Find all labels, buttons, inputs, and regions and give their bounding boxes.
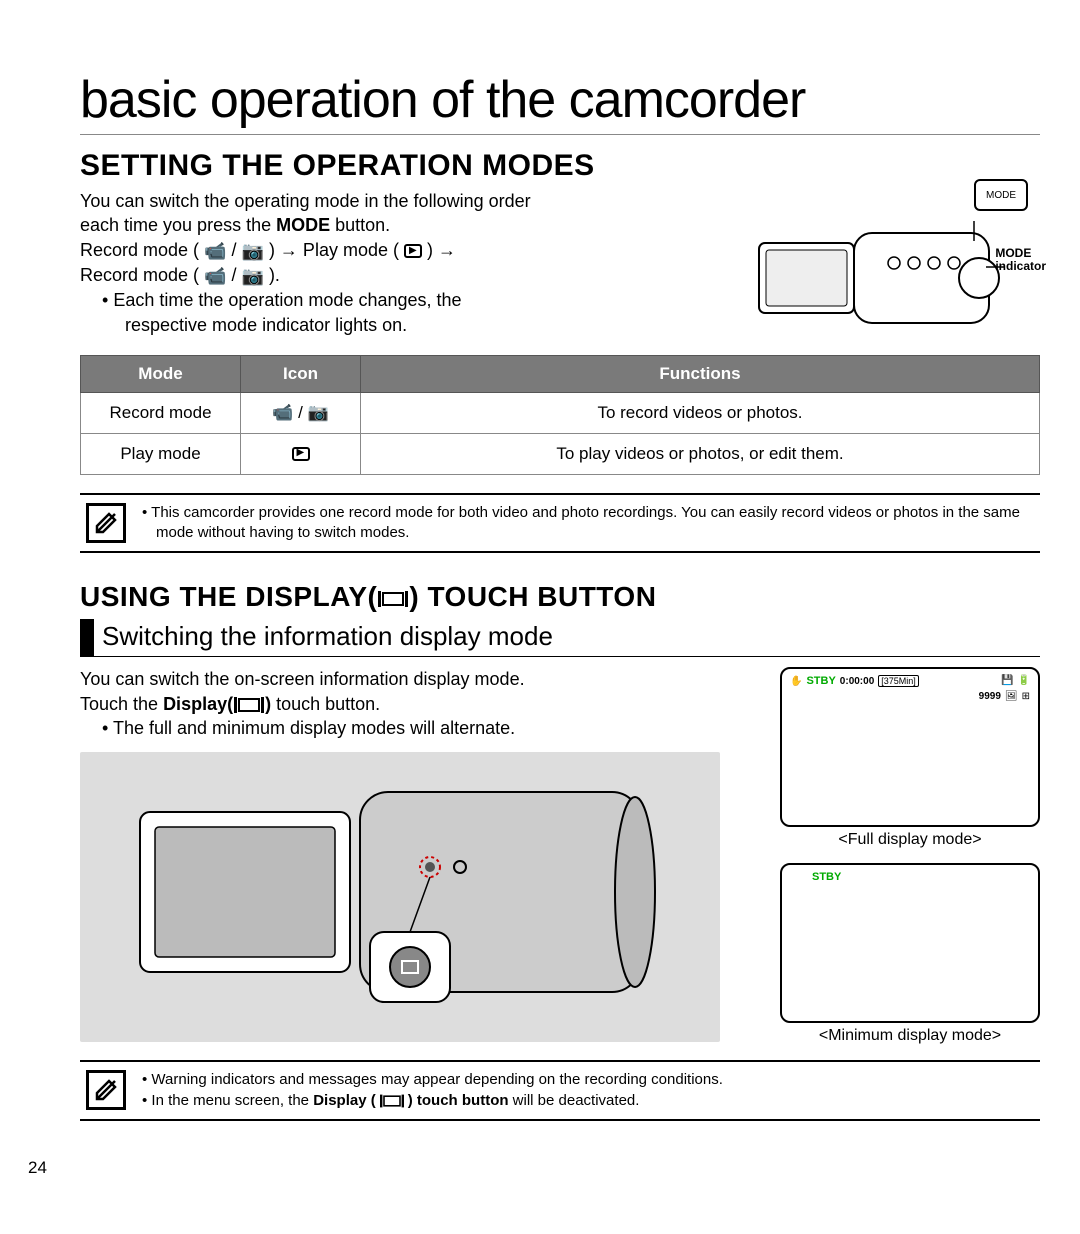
- mode-bold: MODE: [276, 215, 330, 235]
- screen-previews: ✋ STBY 0:00:00 [375Min] 💾 🔋 9999 🖼 ⊞: [780, 667, 1040, 1059]
- page-number: 24: [28, 1158, 47, 1178]
- bullet1a: Each time the operation mode changes, th…: [113, 290, 461, 310]
- play-icon: [404, 244, 422, 258]
- bullet1b: respective mode indicator lights on.: [125, 315, 407, 335]
- modes-table: Mode Icon Functions Record mode 📹 / 📷 To…: [80, 355, 1040, 475]
- note-icon: [86, 1070, 126, 1110]
- video-icon: 📹: [272, 403, 293, 422]
- section-operation-modes: SETTING THE OPERATION MODES You can swit…: [80, 149, 1040, 553]
- camcorder-illustration-2: [80, 752, 720, 1042]
- display-icon: [233, 697, 265, 713]
- video-icon: 📹: [204, 264, 226, 288]
- note-box: This camcorder provides one record mode …: [80, 493, 1040, 554]
- battery-icon: 🔋: [1018, 675, 1030, 686]
- table-row: Play mode To play videos or photos, or e…: [81, 433, 1040, 474]
- screen-min: STBY: [780, 863, 1040, 1023]
- section2-body: You can switch the on-screen information…: [80, 667, 720, 716]
- play-icon: [292, 447, 310, 461]
- cell-mode: Record mode: [81, 392, 241, 433]
- bullet-mode-change: Each time the operation mode changes, th…: [80, 288, 700, 337]
- seq1c: ) →: [427, 240, 456, 260]
- s2-l2b: touch button.: [271, 694, 380, 714]
- s2-l2bold: Display(: [163, 694, 233, 714]
- col-functions: Functions: [361, 355, 1040, 392]
- n2b2bold: Display (: [313, 1092, 376, 1109]
- s2-line1: You can switch the on-screen information…: [80, 669, 525, 689]
- screen-full-caption: <Full display mode>: [780, 831, 1040, 849]
- photo-icon: 📷: [242, 239, 264, 263]
- stby-label: STBY: [812, 871, 841, 883]
- second-row-icons: 9999 🖼 ⊞: [979, 691, 1030, 702]
- camcorder-drawing: [754, 213, 1004, 343]
- table-row: Record mode 📹 / 📷 To record videos or ph…: [81, 392, 1040, 433]
- screen-full: ✋ STBY 0:00:00 [375Min] 💾 🔋 9999 🖼 ⊞: [780, 667, 1040, 827]
- subheading-bar: [80, 619, 94, 656]
- seq2a: Record mode (: [80, 265, 204, 285]
- card-icon: 💾: [1001, 675, 1013, 686]
- s2-bullet: The full and minimum display modes will …: [80, 716, 720, 740]
- heading-setting-modes: SETTING THE OPERATION MODES: [80, 149, 1040, 183]
- cell-func: To play videos or photos, or edit them.: [361, 433, 1040, 474]
- remain-label: [375Min]: [878, 675, 919, 687]
- intro-line2b: button.: [330, 215, 390, 235]
- video-icon: 📹: [204, 239, 226, 263]
- chapter-title: basic operation of the camcorder: [80, 70, 1040, 135]
- heading-display-button: USING THE DISPLAY( ) TOUCH BUTTON: [80, 581, 1040, 613]
- intro-text: You can switch the operating mode in the…: [80, 189, 700, 288]
- h2b-prefix: USING THE DISPLAY(: [80, 581, 377, 612]
- table-header-row: Mode Icon Functions: [81, 355, 1040, 392]
- camcorder-illustration: MODE MODE indicator: [694, 183, 1044, 353]
- count-label: 9999: [979, 691, 1001, 702]
- cell-icon: [241, 433, 361, 474]
- cell-func: To record videos or photos.: [361, 392, 1040, 433]
- n2b2b: will be deactivated.: [509, 1092, 640, 1109]
- display-icon: [377, 591, 409, 607]
- section-display-button: USING THE DISPLAY( ) TOUCH BUTTON Switchi…: [80, 581, 1040, 1120]
- seq1b: ) → Play mode (: [269, 240, 404, 260]
- note-text: Warning indicators and messages may appe…: [140, 1070, 723, 1111]
- note-icon: [86, 503, 126, 543]
- note-bullet: In the menu screen, the Display ( ) touch…: [140, 1091, 723, 1111]
- mode-button-callout: MODE: [974, 179, 1028, 211]
- s2-l2a: Touch the: [80, 694, 163, 714]
- cell-mode: Play mode: [81, 433, 241, 474]
- seq2b: ).: [269, 265, 280, 285]
- display-icon: [379, 1094, 405, 1107]
- top-right-icons: 💾 🔋: [1001, 675, 1030, 686]
- intro-line1: You can switch the operating mode in the…: [80, 191, 531, 211]
- photo-icon: 🖼: [1005, 691, 1018, 702]
- note-bullet: Warning indicators and messages may appe…: [140, 1070, 723, 1090]
- stby-label: STBY: [806, 675, 835, 687]
- photo-icon: 📷: [242, 264, 264, 288]
- n2b2a: In the menu screen, the: [151, 1092, 313, 1109]
- screen-min-caption: <Minimum display mode>: [780, 1027, 1040, 1045]
- seq1a: Record mode (: [80, 240, 204, 260]
- note-text: This camcorder provides one record mode …: [140, 503, 1034, 544]
- subheading-row: Switching the information display mode: [80, 619, 1040, 657]
- photo-icon: 📷: [308, 403, 329, 422]
- cell-icon: 📹 / 📷: [241, 392, 361, 433]
- quality-icon: ⊞: [1022, 691, 1030, 702]
- h2b-suffix: ) TOUCH BUTTON: [409, 581, 656, 612]
- col-mode: Mode: [81, 355, 241, 392]
- note-bullet: This camcorder provides one record mode …: [140, 503, 1034, 544]
- time-label: 0:00:00: [840, 676, 874, 687]
- hand-icon: ✋: [790, 676, 802, 687]
- subheading-text: Switching the information display mode: [102, 619, 553, 656]
- col-icon: Icon: [241, 355, 361, 392]
- intro-line2a: each time you press the: [80, 215, 276, 235]
- n2b2bold2: ) touch button: [408, 1092, 509, 1109]
- note-box: Warning indicators and messages may appe…: [80, 1060, 1040, 1121]
